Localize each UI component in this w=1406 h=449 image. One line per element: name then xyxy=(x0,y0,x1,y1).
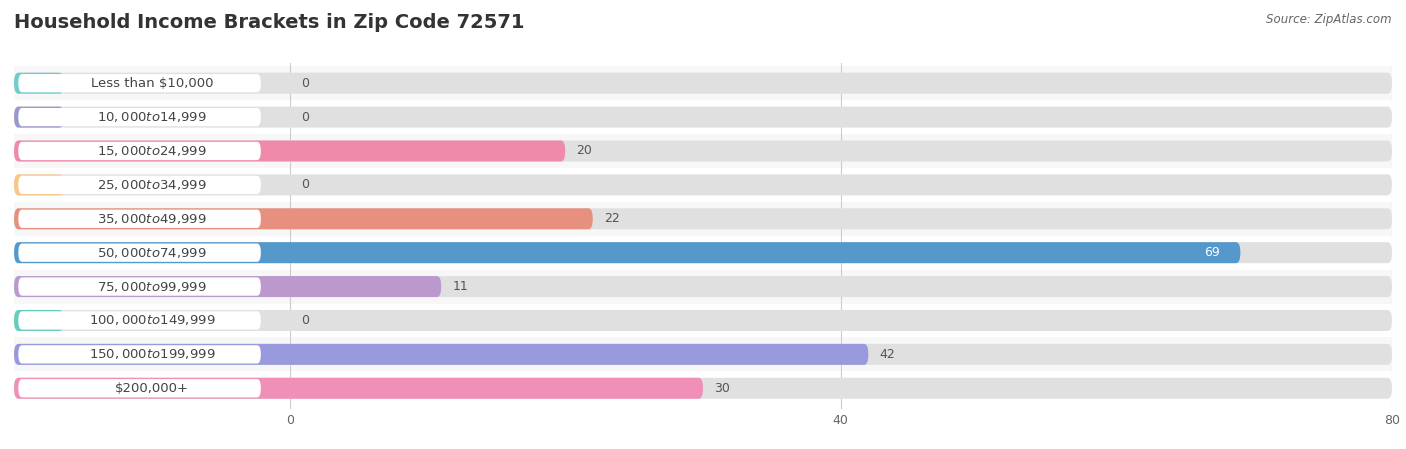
FancyBboxPatch shape xyxy=(14,141,565,162)
Text: 22: 22 xyxy=(603,212,620,225)
Text: 11: 11 xyxy=(453,280,468,293)
FancyBboxPatch shape xyxy=(14,168,1392,202)
FancyBboxPatch shape xyxy=(14,344,1392,365)
FancyBboxPatch shape xyxy=(14,106,63,128)
FancyBboxPatch shape xyxy=(14,66,1392,100)
FancyBboxPatch shape xyxy=(14,344,869,365)
FancyBboxPatch shape xyxy=(14,73,63,94)
Text: 42: 42 xyxy=(879,348,896,361)
FancyBboxPatch shape xyxy=(14,202,1392,236)
FancyBboxPatch shape xyxy=(14,310,63,331)
FancyBboxPatch shape xyxy=(18,74,262,92)
FancyBboxPatch shape xyxy=(14,174,1392,195)
Text: 0: 0 xyxy=(301,77,309,90)
FancyBboxPatch shape xyxy=(14,276,441,297)
Text: $200,000+: $200,000+ xyxy=(115,382,188,395)
Text: 0: 0 xyxy=(301,110,309,123)
FancyBboxPatch shape xyxy=(14,242,1240,263)
Text: $75,000 to $99,999: $75,000 to $99,999 xyxy=(97,280,207,294)
FancyBboxPatch shape xyxy=(18,243,262,262)
Text: 30: 30 xyxy=(714,382,730,395)
Text: 69: 69 xyxy=(1204,246,1220,259)
FancyBboxPatch shape xyxy=(14,236,1392,269)
FancyBboxPatch shape xyxy=(18,345,262,364)
FancyBboxPatch shape xyxy=(18,176,262,194)
Text: $100,000 to $149,999: $100,000 to $149,999 xyxy=(89,313,215,327)
FancyBboxPatch shape xyxy=(14,73,1392,94)
FancyBboxPatch shape xyxy=(14,337,1392,371)
FancyBboxPatch shape xyxy=(14,371,1392,405)
FancyBboxPatch shape xyxy=(14,174,63,195)
FancyBboxPatch shape xyxy=(14,208,593,229)
FancyBboxPatch shape xyxy=(14,269,1392,304)
Text: $15,000 to $24,999: $15,000 to $24,999 xyxy=(97,144,207,158)
FancyBboxPatch shape xyxy=(14,106,1392,128)
Text: 0: 0 xyxy=(301,178,309,191)
FancyBboxPatch shape xyxy=(14,141,1392,162)
Text: $10,000 to $14,999: $10,000 to $14,999 xyxy=(97,110,207,124)
FancyBboxPatch shape xyxy=(14,378,1392,399)
Text: $35,000 to $49,999: $35,000 to $49,999 xyxy=(97,212,207,226)
FancyBboxPatch shape xyxy=(14,100,1392,134)
FancyBboxPatch shape xyxy=(14,310,1392,331)
FancyBboxPatch shape xyxy=(14,134,1392,168)
Text: 20: 20 xyxy=(576,145,592,158)
FancyBboxPatch shape xyxy=(14,304,1392,337)
Text: Less than $10,000: Less than $10,000 xyxy=(90,77,214,90)
FancyBboxPatch shape xyxy=(18,379,262,397)
FancyBboxPatch shape xyxy=(18,142,262,160)
Text: Household Income Brackets in Zip Code 72571: Household Income Brackets in Zip Code 72… xyxy=(14,13,524,32)
FancyBboxPatch shape xyxy=(18,311,262,330)
FancyBboxPatch shape xyxy=(14,242,1392,263)
Text: $150,000 to $199,999: $150,000 to $199,999 xyxy=(89,348,215,361)
FancyBboxPatch shape xyxy=(14,208,1392,229)
FancyBboxPatch shape xyxy=(18,108,262,126)
Text: 0: 0 xyxy=(301,314,309,327)
Text: Source: ZipAtlas.com: Source: ZipAtlas.com xyxy=(1267,13,1392,26)
FancyBboxPatch shape xyxy=(18,277,262,296)
FancyBboxPatch shape xyxy=(14,378,703,399)
Text: $50,000 to $74,999: $50,000 to $74,999 xyxy=(97,246,207,260)
FancyBboxPatch shape xyxy=(18,210,262,228)
Text: $25,000 to $34,999: $25,000 to $34,999 xyxy=(97,178,207,192)
FancyBboxPatch shape xyxy=(14,276,1392,297)
